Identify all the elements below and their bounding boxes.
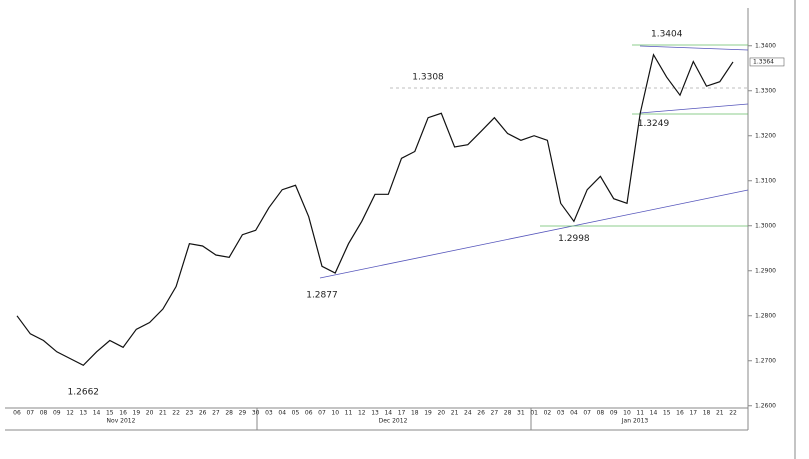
price-line [16, 53, 734, 367]
x-tick-label: 03 [265, 410, 273, 417]
x-tick-label: 13 [79, 410, 87, 417]
x-tick-label: 02 [544, 410, 552, 417]
annotation: 1.3308 [412, 73, 444, 83]
x-tick-label: 09 [610, 410, 618, 417]
x-tick-label: 26 [477, 410, 485, 417]
x-tick-label: 12 [66, 410, 74, 417]
last-price-box [749, 57, 785, 67]
x-tick-label: 10 [623, 410, 631, 417]
y-tick-label: 1.3100 [755, 177, 776, 184]
x-tick-label: 24 [464, 410, 472, 417]
x-tick-label: 16 [676, 410, 684, 417]
x-tick-label: 11 [345, 410, 353, 417]
x-tick-label: 31 [517, 410, 525, 417]
x-tick-label: 30 [252, 410, 260, 417]
x-tick-label: 22 [172, 410, 180, 417]
x-tick-label: 14 [93, 410, 101, 417]
annotation: 1.2998 [558, 234, 590, 244]
x-tick-label: 17 [689, 410, 697, 417]
month-label: Dec 2012 [379, 418, 408, 425]
month-label: Nov 2012 [107, 418, 136, 425]
y-tick-label: 1.3200 [755, 132, 776, 139]
x-tick-label: 13 [371, 410, 379, 417]
x-tick-label: 14 [384, 410, 392, 417]
channel-line [639, 103, 749, 114]
x-tick-label: 28 [225, 410, 233, 417]
x-tick-label: 08 [597, 410, 605, 417]
x-tick-label: 03 [557, 410, 565, 417]
y-tick-label: 1.2700 [755, 357, 776, 364]
y-tick-label: 1.3400 [755, 42, 776, 49]
x-tick-label: 16 [119, 410, 127, 417]
y-tick-label: 1.3000 [755, 222, 776, 229]
x-tick-label: 08 [40, 410, 48, 417]
annotation: 1.3249 [638, 119, 670, 129]
x-tick-label: 15 [663, 410, 671, 417]
x-tick-label: 29 [239, 410, 247, 417]
x-tick-label: 04 [278, 410, 286, 417]
x-tick-label: 10 [331, 410, 339, 417]
x-tick-label: 21 [159, 410, 167, 417]
y-tick-label: 1.2800 [755, 312, 776, 319]
x-tick-label: 18 [411, 410, 419, 417]
last-price-label: 1.3364 [753, 58, 774, 65]
annotation: 1.3404 [651, 29, 683, 39]
y-tick-label: 1.2600 [755, 402, 776, 409]
x-tick-label: 06 [305, 410, 313, 417]
x-tick-label: 07 [583, 410, 591, 417]
x-tick-label: 04 [570, 410, 578, 417]
x-tick-label: 20 [437, 410, 445, 417]
x-tick-label: 21 [451, 410, 459, 417]
annotation: 1.2877 [306, 291, 338, 301]
x-tick-label: 01 [530, 410, 538, 417]
x-tick-label: 28 [504, 410, 512, 417]
x-tick-label: 11 [636, 410, 644, 417]
x-tick-label: 26 [199, 410, 207, 417]
x-tick-label: 21 [716, 410, 724, 417]
annotation: 1.2662 [68, 387, 100, 397]
x-tick-label: 19 [424, 410, 432, 417]
channel-line [639, 45, 749, 51]
x-tick-label: 15 [106, 410, 114, 417]
x-tick-label: 20 [146, 410, 154, 417]
x-tick-label: 18 [703, 410, 711, 417]
y-tick-label: 1.3300 [755, 87, 776, 94]
y-tick-label: 1.2900 [755, 267, 776, 274]
month-label: Jan 2013 [621, 418, 649, 425]
x-tick-label: 19 [133, 410, 141, 417]
x-tick-label: 07 [318, 410, 326, 417]
x-tick-label: 27 [491, 410, 499, 417]
x-tick-label: 17 [398, 410, 406, 417]
x-tick-label: 05 [292, 410, 300, 417]
x-tick-label: 22 [729, 410, 737, 417]
x-tick-label: 23 [186, 410, 194, 417]
x-tick-label: 09 [53, 410, 61, 417]
trend-line [319, 189, 749, 279]
x-tick-label: 06 [13, 410, 21, 417]
x-tick-label: 12 [358, 410, 366, 417]
x-tick-label: 14 [650, 410, 658, 417]
x-tick-label: 27 [212, 410, 220, 417]
x-tick-label: 07 [26, 410, 34, 417]
